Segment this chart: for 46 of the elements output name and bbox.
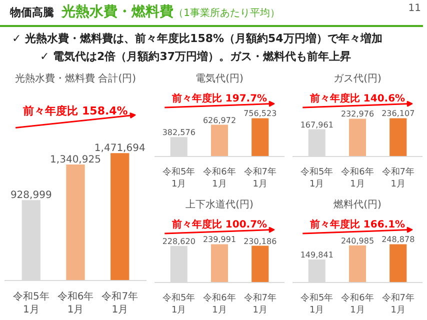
x-tick-label: 令和6年1月 — [203, 166, 236, 190]
x-tick-label: 令和6年1月 — [203, 292, 236, 316]
text: 前々年度比 197.7% — [170, 92, 268, 104]
chart-title: ガス代(円) — [334, 74, 382, 84]
x-tick-label: 令和7年1月 — [382, 166, 414, 190]
data-label: 167,961 — [300, 120, 334, 130]
data-label: 756,523 — [244, 109, 277, 118]
data-label: 1,340,925 — [50, 154, 101, 166]
chart-title: 上下水道代(円) — [186, 198, 254, 210]
x-tick-label: 令和6年1月 — [341, 166, 374, 190]
data-label: 240,985 — [340, 236, 374, 246]
x-tick-label: 令和5年1月 — [300, 166, 334, 190]
x-tick-label: 令和6年1月 — [57, 290, 94, 316]
text: ✓ 光熱水費・燃料費は、前々年度比158%（月額約54万円増）で年々増加 — [12, 31, 384, 47]
x-tick-label: 令和5年1月 — [300, 292, 334, 316]
x-tick-label: 令和5年1月 — [162, 292, 196, 316]
text: （1事業所あたり平均） — [174, 8, 280, 19]
data-label: 1,471,694 — [94, 143, 146, 154]
x-tick-label: 令和5年1月 — [162, 166, 196, 190]
data-label: 382,576 — [162, 128, 196, 138]
data-label: 236,107 — [382, 109, 415, 118]
x-tick-label: 令和5年1月 — [12, 290, 50, 316]
text: 11 — [408, 2, 421, 16]
x-tick-label: 令和7年1月 — [244, 292, 276, 316]
x-tick-label: 令和6年1月 — [341, 292, 374, 316]
text: 前々年度比 140.6% — [308, 92, 406, 104]
text: 光熱水費・燃料費 — [62, 4, 174, 20]
text: 前々年度比 100.7% — [170, 218, 268, 230]
chart-title: 電気代(円) — [196, 74, 244, 84]
text: ✓ 電気代は2倍（月額約37万円増）。ガス・燃料代も前年上昇 — [40, 48, 352, 64]
text: 物価高騰 — [10, 6, 54, 19]
data-label: 232,976 — [340, 110, 374, 119]
x-tick-label: 令和7年1月 — [244, 166, 276, 190]
data-label: 149,841 — [300, 250, 334, 260]
text: 前々年度比 158.4% — [22, 104, 128, 118]
data-label: 239,991 — [202, 235, 236, 244]
data-label: 248,878 — [382, 235, 415, 244]
chart-title: 燃料代(円) — [334, 198, 382, 210]
data-label: 928,999 — [10, 190, 52, 202]
data-label: 626,972 — [202, 116, 236, 125]
data-label: 230,186 — [244, 236, 277, 246]
data-label: 228,620 — [162, 237, 196, 246]
x-tick-label: 令和7年1月 — [102, 290, 138, 316]
x-tick-label: 令和7年1月 — [382, 292, 414, 316]
text: 前々年度比 166.1% — [308, 218, 406, 230]
chart-title: 光熱水費・燃料費 合計(円) — [15, 72, 136, 84]
